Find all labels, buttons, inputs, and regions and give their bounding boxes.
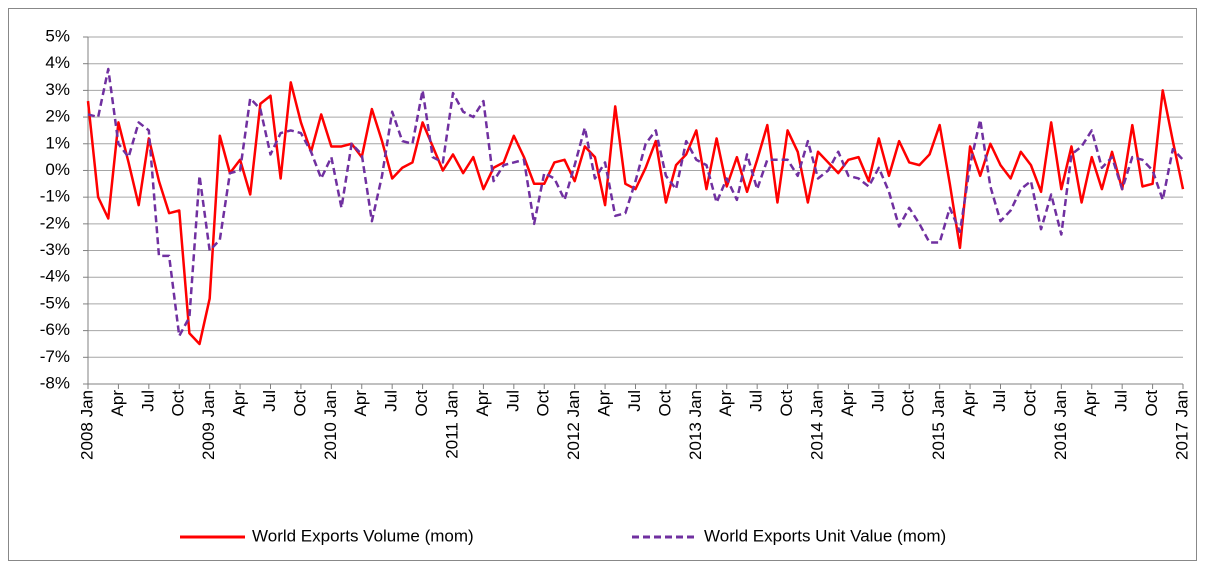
x-tick-label: Oct [777, 390, 796, 417]
series-line [87, 67, 1184, 338]
x-tick-label: 2016 Jan [1051, 390, 1070, 460]
x-tick-label: 2008 Jan [77, 390, 96, 460]
x-tick-label: Jul [747, 390, 766, 412]
y-tick-label: 4% [45, 53, 70, 72]
y-tick-label: -4% [40, 267, 70, 286]
x-tick-label: Jul [138, 390, 157, 412]
y-tick-label: -2% [40, 213, 70, 232]
x-tick-label: Oct [412, 390, 431, 417]
y-tick-label: -7% [40, 347, 70, 366]
x-tick-label: Jul [382, 390, 401, 412]
y-tick-label: -1% [40, 187, 70, 206]
x-tick-label: Apr [716, 390, 735, 417]
x-tick-label: Jul [503, 390, 522, 412]
y-tick-label: -3% [40, 240, 70, 259]
x-tick-label: Jul [625, 390, 644, 412]
x-tick-label: Oct [1142, 390, 1161, 417]
x-tick-label: 2015 Jan [929, 390, 948, 460]
x-tick-label: Jul [990, 390, 1009, 412]
x-tick-label: Apr [1081, 390, 1100, 417]
x-tick-label: 2012 Jan [564, 390, 583, 460]
legend-label: World Exports Volume (mom) [252, 526, 474, 545]
x-tick-label: Oct [534, 390, 553, 417]
x-tick-label: 2011 Jan [442, 390, 461, 459]
y-tick-label: 1% [45, 133, 70, 152]
x-tick-label: Oct [169, 390, 188, 417]
x-tick-label: Apr [351, 390, 370, 417]
y-tick-label: -6% [40, 320, 70, 339]
x-tick-label: Jul [868, 390, 887, 412]
series-line [86, 81, 1185, 346]
x-tick-label: 2010 Jan [321, 390, 340, 460]
x-tick-label: Apr [230, 390, 249, 417]
y-tick-label: -5% [40, 293, 70, 312]
x-tick-label: Apr [108, 390, 127, 417]
y-tick-label: 3% [45, 80, 70, 99]
chart-border [8, 8, 1197, 561]
x-tick-label: Oct [899, 390, 918, 417]
x-tick-label: 2014 Jan [807, 390, 826, 460]
y-tick-label: 2% [45, 107, 70, 126]
x-tick-label: Apr [838, 390, 857, 417]
x-tick-label: Oct [1020, 390, 1039, 417]
x-tick-label: Apr [960, 390, 979, 417]
x-tick-label: Apr [473, 390, 492, 417]
x-tick-label: 2013 Jan [686, 390, 705, 460]
x-tick-label: Jul [1112, 390, 1131, 412]
x-tick-label: 2017 Jan [1172, 390, 1191, 460]
y-tick-label: -8% [40, 373, 70, 392]
x-tick-label: Oct [655, 390, 674, 417]
x-tick-label: 2009 Jan [199, 390, 218, 460]
y-tick-label: 0% [45, 160, 70, 179]
y-tick-label: 5% [45, 26, 70, 45]
x-tick-label: Oct [290, 390, 309, 417]
x-tick-label: Apr [595, 390, 614, 417]
legend-label: World Exports Unit Value (mom) [704, 526, 946, 545]
x-tick-label: Jul [260, 390, 279, 412]
